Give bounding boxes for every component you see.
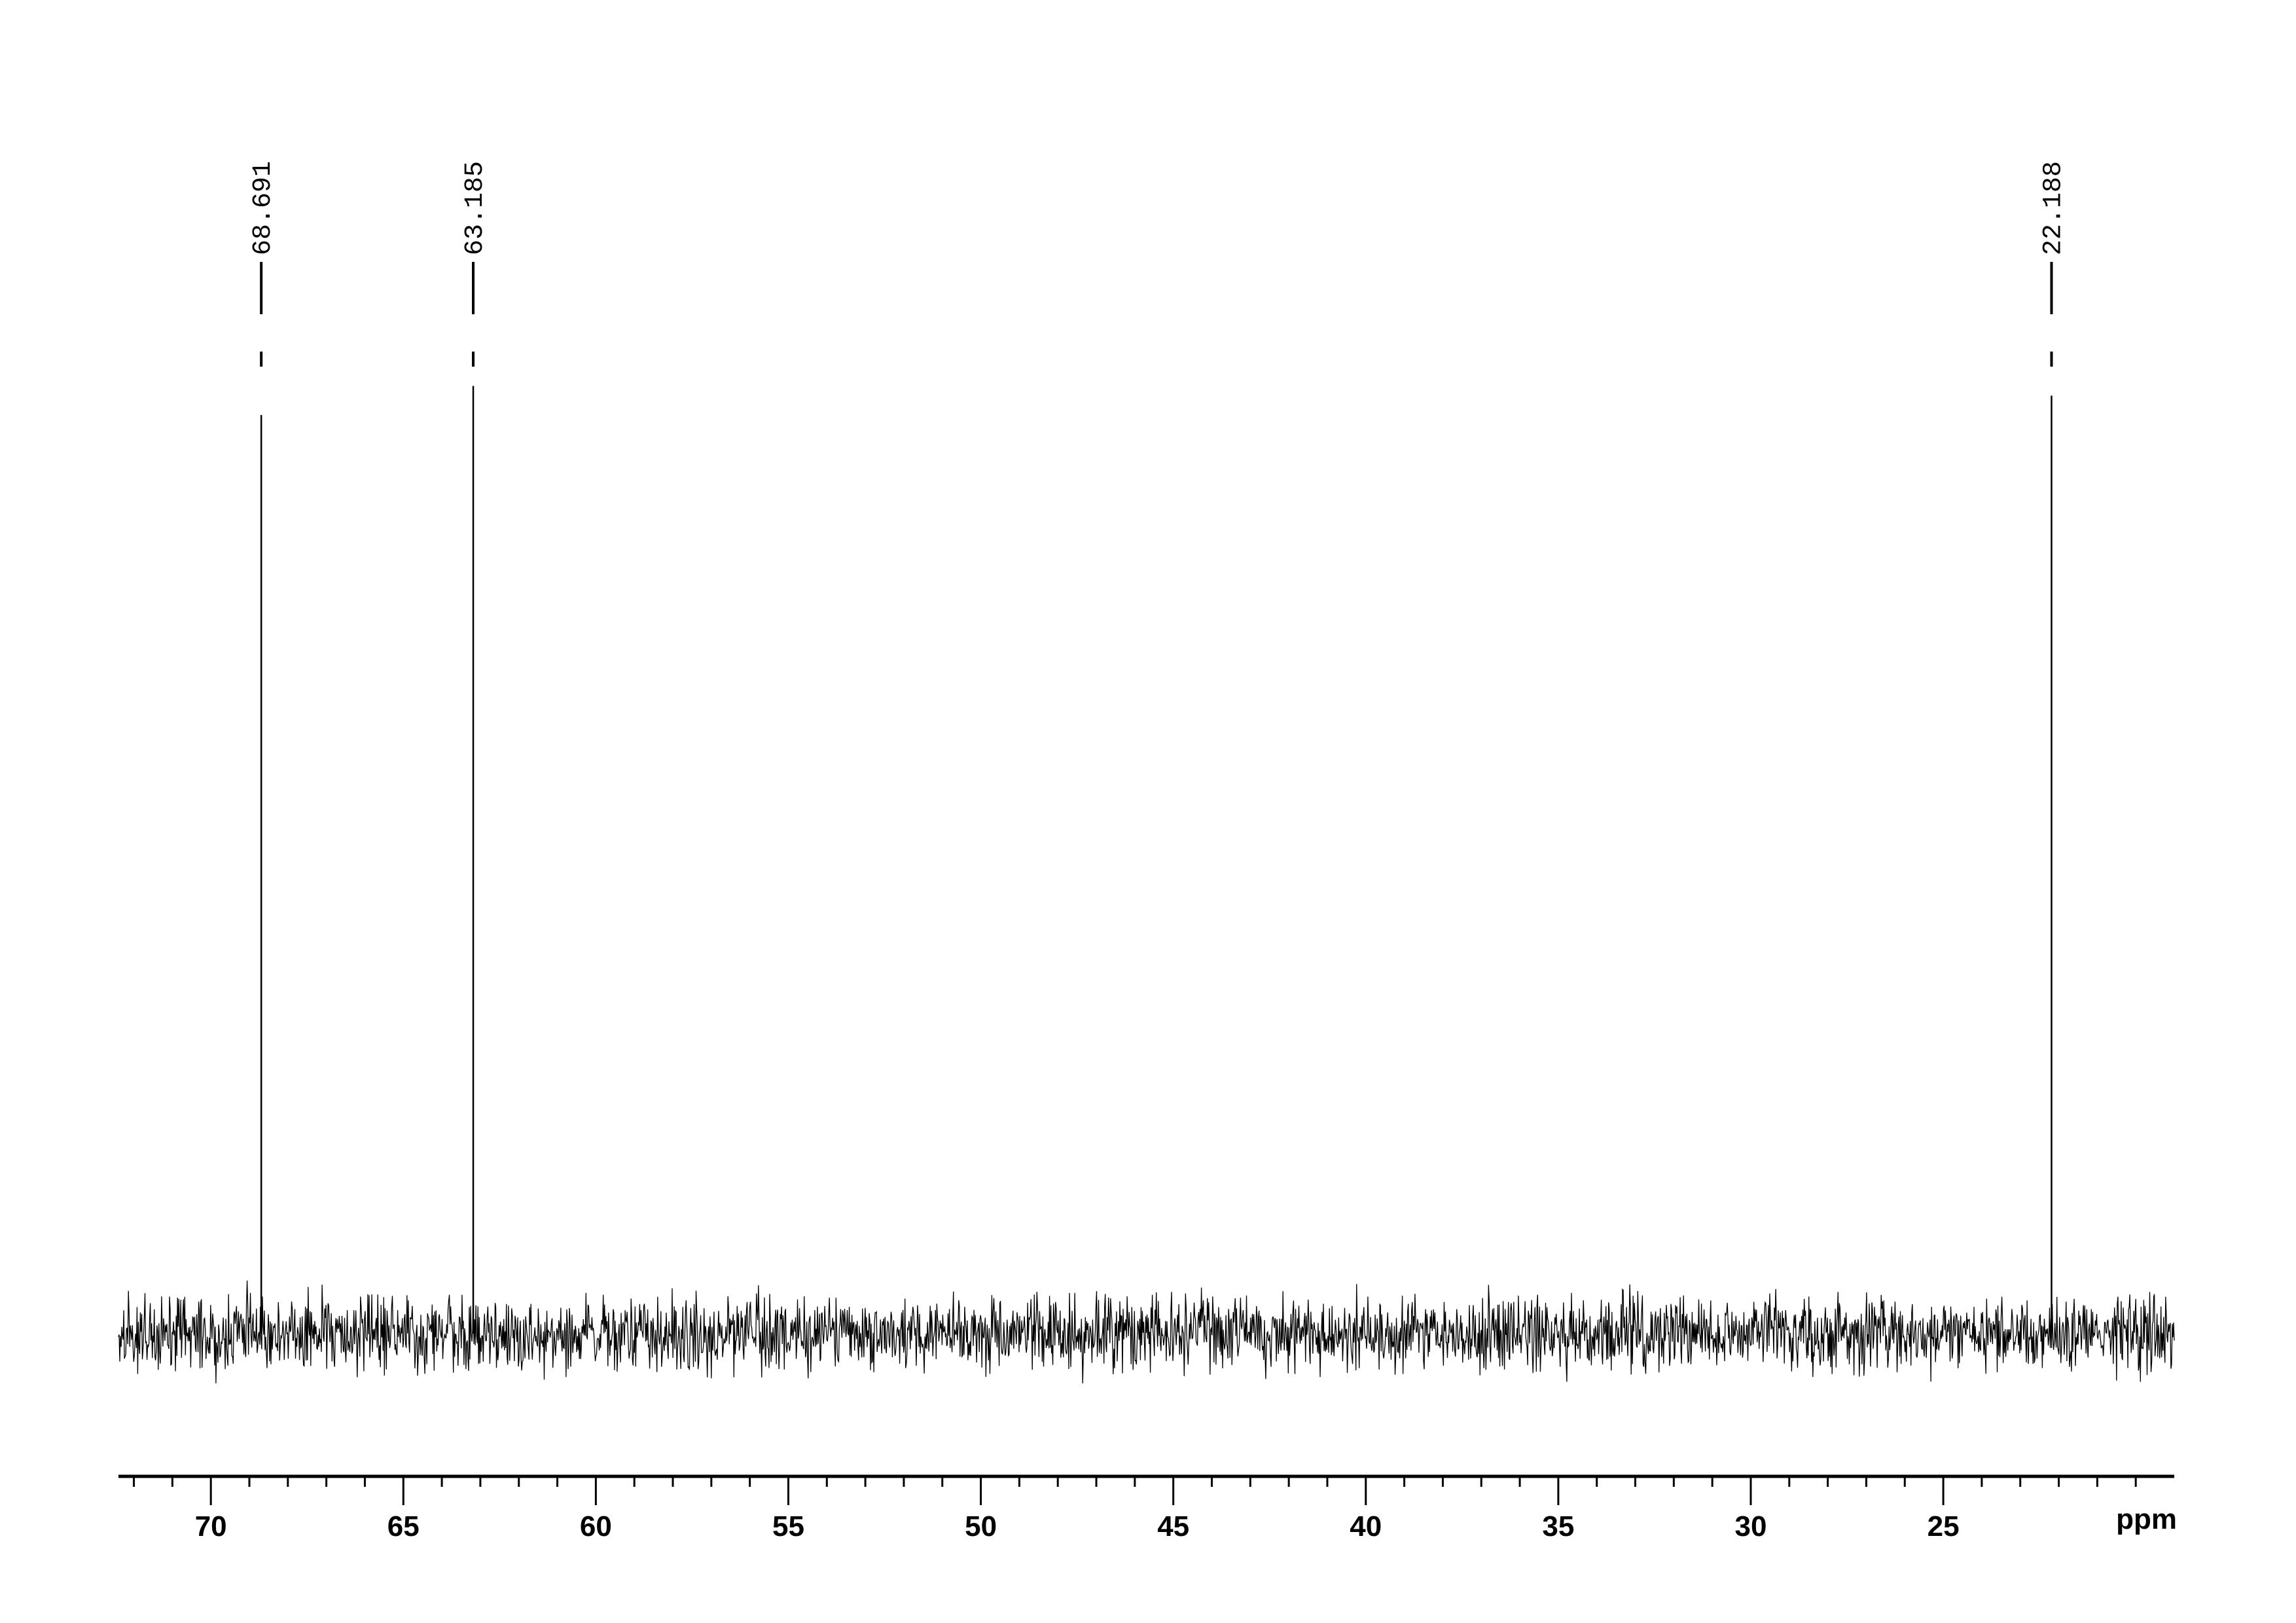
x-tick-label: 45 <box>1157 1510 1189 1542</box>
x-tick-label: 25 <box>1928 1510 1960 1542</box>
x-tick-label: 35 <box>1542 1510 1574 1542</box>
peaks: 68.691 63.185 22.188 <box>249 161 2068 1334</box>
x-tick-label: 40 <box>1350 1510 1382 1542</box>
x-tick-label: 55 <box>772 1510 804 1542</box>
x-tick-label: 70 <box>195 1510 227 1542</box>
peak-label: 22.188 <box>2039 161 2068 255</box>
x-axis-unit-label: ppm <box>2116 1503 2177 1535</box>
x-tick-label: 50 <box>965 1510 997 1542</box>
spectrum-baseline-noise <box>118 1280 2175 1384</box>
x-tick-label: 60 <box>580 1510 612 1542</box>
spectrum-trace <box>118 1280 2175 1384</box>
x-tick-label: 65 <box>387 1510 420 1542</box>
x-axis: 70 65 60 55 50 45 40 35 30 25 <box>118 1474 2174 1542</box>
peak-label: 63.185 <box>461 161 490 255</box>
peak-label: 68.691 <box>249 161 278 255</box>
x-tick-label: 30 <box>1735 1510 1767 1542</box>
